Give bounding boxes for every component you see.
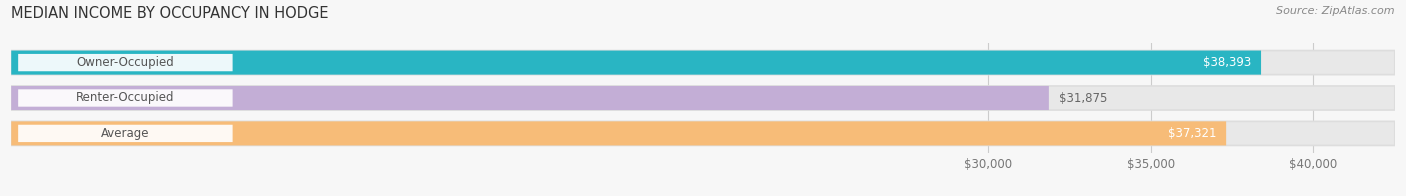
- FancyBboxPatch shape: [18, 125, 232, 142]
- FancyBboxPatch shape: [11, 51, 1261, 75]
- Text: MEDIAN INCOME BY OCCUPANCY IN HODGE: MEDIAN INCOME BY OCCUPANCY IN HODGE: [11, 6, 329, 21]
- FancyBboxPatch shape: [11, 121, 1395, 145]
- Text: $38,393: $38,393: [1204, 56, 1251, 69]
- FancyBboxPatch shape: [11, 121, 1226, 145]
- Text: Source: ZipAtlas.com: Source: ZipAtlas.com: [1277, 6, 1395, 16]
- Text: Average: Average: [101, 127, 149, 140]
- FancyBboxPatch shape: [18, 54, 232, 71]
- Text: $31,875: $31,875: [1059, 92, 1107, 104]
- FancyBboxPatch shape: [18, 89, 232, 107]
- FancyBboxPatch shape: [11, 51, 1395, 75]
- FancyBboxPatch shape: [11, 86, 1049, 110]
- FancyBboxPatch shape: [11, 86, 1395, 110]
- Text: Owner-Occupied: Owner-Occupied: [76, 56, 174, 69]
- Text: Renter-Occupied: Renter-Occupied: [76, 92, 174, 104]
- Text: $37,321: $37,321: [1168, 127, 1216, 140]
